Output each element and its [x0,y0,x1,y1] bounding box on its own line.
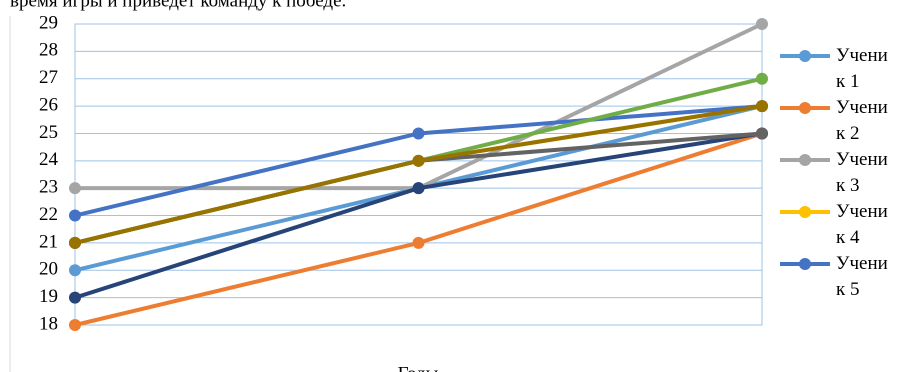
data-point [69,319,81,331]
data-point [756,72,768,85]
legend-marker [799,102,811,114]
data-point [756,18,768,30]
series-line [74,104,763,245]
data-point [756,100,768,113]
legend-label: Ученик 4 [836,201,888,248]
x-axis-title: Годы [398,363,439,372]
y-tick-label: 28 [39,40,58,61]
y-tick-label: 22 [39,204,58,225]
legend-marker [799,50,811,62]
legend-label: Ученик 5 [836,253,888,300]
legend-label: Ученик 1 [836,45,888,92]
y-tick-label: 24 [39,149,59,170]
data-point [69,264,81,277]
series-line [74,104,763,245]
y-tick-label: 25 [39,122,58,143]
y-tick-label: 21 [39,231,58,252]
data-point [69,291,81,304]
legend-label: Ученик 2 [836,97,888,144]
data-point [412,154,425,167]
data-point [412,182,425,195]
y-tick-label: 29 [39,12,58,33]
chart-border [9,0,11,372]
data-point [69,236,81,249]
legend-marker [799,206,811,218]
y-tick-label: 23 [39,177,58,198]
y-tick-label: 19 [39,286,58,307]
legend-marker [799,154,811,166]
page-text: время игры и приведет команду к победе. [10,0,346,11]
text-band [0,0,906,16]
y-tick-label: 26 [39,94,58,115]
y-tick-label: 27 [39,67,58,88]
y-tick-label: 20 [39,259,58,280]
data-point [69,209,81,222]
legend-marker [799,258,811,270]
data-point [412,236,425,249]
data-point [756,127,768,140]
data-point [69,182,81,195]
legend-label: Ученик 3 [836,149,888,196]
data-point [412,127,425,140]
plot-border [74,23,763,326]
y-tick-label: 18 [39,313,58,334]
